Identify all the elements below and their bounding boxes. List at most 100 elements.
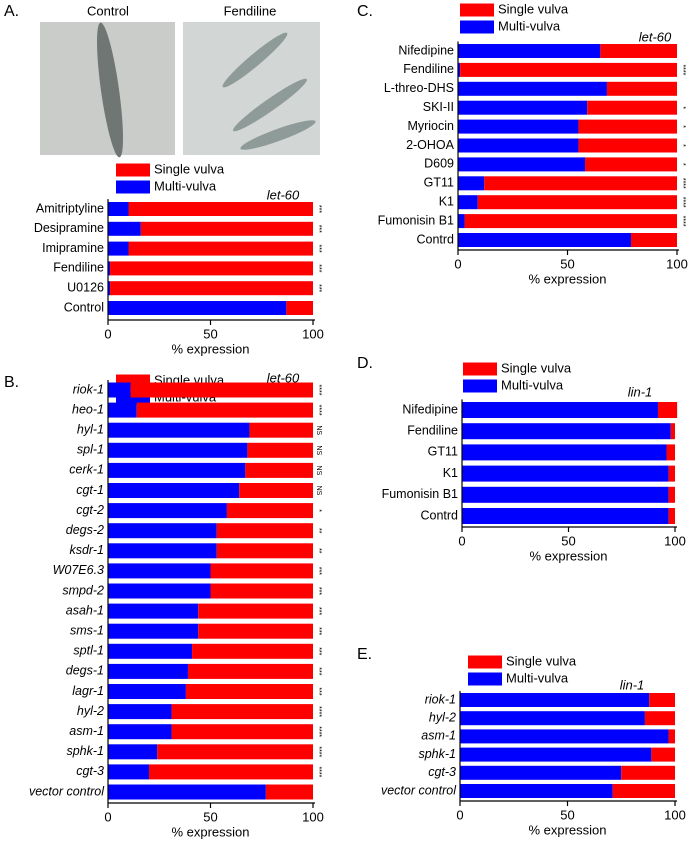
bar-segment — [600, 44, 677, 58]
significance: *** — [315, 284, 322, 292]
significance: *** — [315, 225, 322, 233]
category-label: riok-1 — [425, 692, 456, 706]
bar-segment — [462, 402, 658, 418]
category-label: D609 — [424, 157, 454, 171]
photo-label: Fendiline — [224, 3, 277, 18]
category-label: Fendiline — [407, 423, 458, 437]
worm — [240, 120, 316, 150]
bar-segment — [140, 221, 313, 236]
bar-segment — [458, 81, 607, 96]
category-label: sphk-1 — [418, 747, 456, 761]
bar-segment — [130, 382, 313, 398]
bar-segment — [460, 729, 669, 744]
significance: **** — [315, 385, 322, 396]
bar-segment — [210, 563, 313, 579]
x-tick-label: 100 — [666, 256, 688, 271]
category-label: W07E6.3 — [53, 563, 104, 577]
bar-segment — [477, 195, 677, 210]
panel-label: B. — [4, 374, 19, 391]
bar-segment — [210, 583, 313, 599]
bar-segment — [286, 301, 313, 315]
category-label: GT11 — [428, 445, 458, 459]
bar-segment — [108, 643, 193, 659]
bar-segment — [110, 281, 313, 296]
legend-label: Single vulva — [154, 161, 225, 176]
category-label: riok-1 — [73, 382, 104, 396]
bar-segment — [108, 603, 199, 619]
bar-segment — [108, 281, 111, 296]
significance: **** — [315, 405, 322, 416]
bar-segment — [171, 704, 313, 720]
category-label: asah-1 — [66, 603, 104, 617]
bar-segment — [157, 744, 313, 760]
legend-label: Multi-vulva — [154, 178, 217, 193]
worm — [222, 32, 288, 88]
bar-segment — [108, 543, 217, 559]
bar-segment — [612, 784, 675, 798]
bar-segment — [464, 214, 677, 229]
category-label: K1 — [439, 194, 454, 208]
category-label: Nifedipine — [398, 43, 454, 57]
significance: * — [679, 163, 686, 166]
category-label: cgt-1 — [76, 483, 104, 497]
significance: *** — [315, 587, 322, 595]
bar-segment — [458, 195, 478, 210]
legend-swatch — [463, 379, 497, 393]
legend-swatch — [468, 672, 502, 686]
significance: * — [679, 125, 686, 128]
bar-segment — [462, 465, 669, 482]
legend-label: Single vulva — [506, 653, 577, 668]
x-tick-label: 100 — [664, 533, 686, 548]
x-tick-label: 50 — [203, 809, 217, 824]
bar-segment — [128, 241, 313, 256]
significance: *** — [315, 567, 322, 575]
bar-segment — [108, 583, 211, 599]
bar-segment — [108, 483, 240, 498]
bar-segment — [458, 119, 579, 134]
bar-segment — [458, 138, 579, 153]
category-label: hyl-1 — [77, 422, 104, 436]
bar-segment — [462, 508, 669, 524]
bar-segment — [108, 202, 129, 216]
panel-label: C. — [357, 3, 373, 20]
bar-segment — [247, 442, 313, 458]
x-axis-label: % expression — [528, 822, 606, 837]
bar-segment — [460, 765, 622, 780]
bar-segment — [606, 81, 677, 96]
significance: *** — [315, 687, 322, 695]
bar-segment — [621, 765, 675, 780]
worm — [232, 78, 308, 132]
bar-segment — [585, 157, 677, 172]
bar-segment — [108, 704, 172, 720]
category-label: L-threo-DHS — [384, 81, 454, 95]
x-axis-label: % expression — [529, 548, 607, 563]
x-axis-label: % expression — [171, 341, 249, 356]
significance: **** — [679, 64, 686, 75]
bar-segment — [484, 176, 677, 191]
category-label: Fendiline — [403, 62, 454, 76]
annotation: let-60 — [267, 187, 300, 202]
bar-segment — [108, 563, 211, 579]
x-axis-label: % expression — [171, 824, 249, 839]
legend-swatch — [460, 3, 494, 17]
category-label: asm-1 — [69, 724, 104, 738]
bar-segment — [108, 261, 111, 276]
category-label: cgt-3 — [428, 765, 456, 779]
bar-segment — [462, 486, 669, 503]
significance: * — [315, 509, 322, 512]
significance: **** — [679, 197, 686, 208]
bar-segment — [657, 402, 678, 418]
category-label: Contrd — [420, 508, 458, 522]
bar-segment — [128, 202, 313, 216]
category-label: U0126 — [67, 280, 104, 294]
significance: *** — [315, 667, 322, 675]
bar-segment — [187, 663, 313, 679]
bar-segment — [108, 503, 227, 519]
legend-label: Multi-vulva — [501, 377, 564, 392]
category-label: vector control — [381, 783, 457, 797]
significance: *** — [315, 205, 322, 213]
bar-segment — [192, 643, 313, 659]
category-label: Fendiline — [53, 261, 104, 275]
category-label: GT11 — [424, 176, 454, 190]
x-tick-label: 0 — [458, 533, 465, 548]
